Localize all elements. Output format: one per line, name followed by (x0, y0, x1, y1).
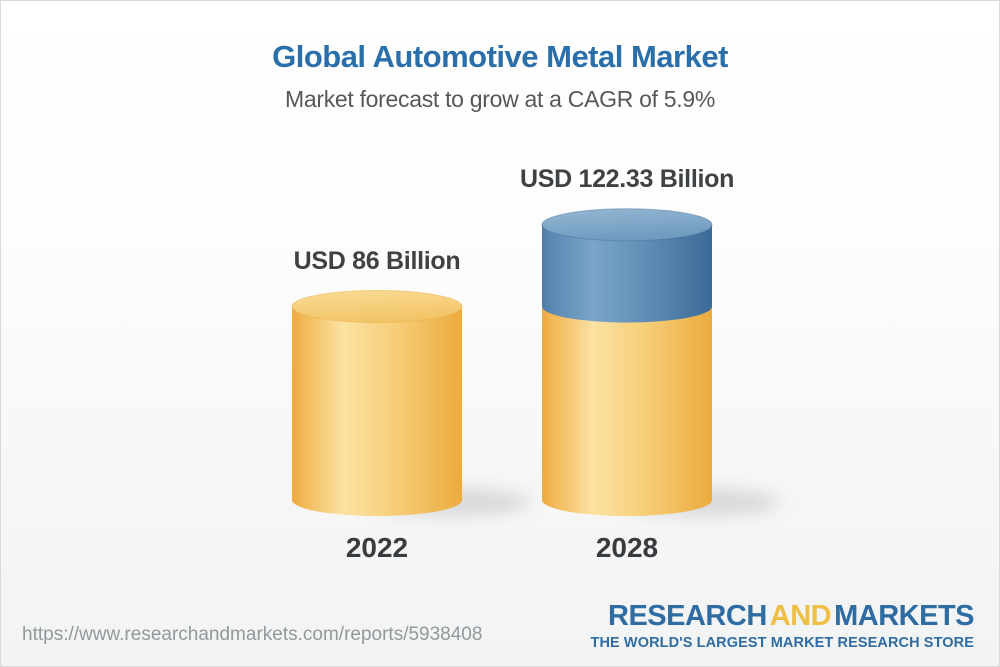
year-label-2022: 2022 (345, 532, 409, 563)
value-label-2028: USD 122.33 Billion (519, 164, 735, 193)
footer-url: https://www.researchandmarkets.com/repor… (22, 624, 483, 645)
logo-word-research: RESEARCH (608, 600, 767, 632)
cylinder-2022 (291, 290, 463, 516)
cylinder-2028-base-segment (542, 306, 712, 500)
cylinder-2028-top-cap (541, 208, 713, 242)
logo-tagline: THE WORLD'S LARGEST MARKET RESEARCH STOR… (590, 635, 974, 651)
value-label-2022: USD 86 Billion (293, 246, 461, 275)
page-subtitle: Market forecast to grow at a CAGR of 5.9… (285, 86, 715, 112)
year-label-2028: 2028 (595, 532, 659, 563)
cylinder-2022-body (292, 306, 462, 500)
page-title: Global Automotive Metal Market (272, 39, 728, 74)
logo-word-markets: MARKETS (834, 600, 974, 632)
cylinder-2028 (541, 208, 713, 516)
logo-wordmark: RESEARCH AND MARKETS (591, 600, 974, 632)
cylinder-2022-top-cap (291, 290, 463, 323)
research-and-markets-logo: RESEARCH AND MARKETS THE WORLD'S LARGEST M… (590, 600, 975, 652)
logo-word-and: AND (769, 600, 832, 632)
